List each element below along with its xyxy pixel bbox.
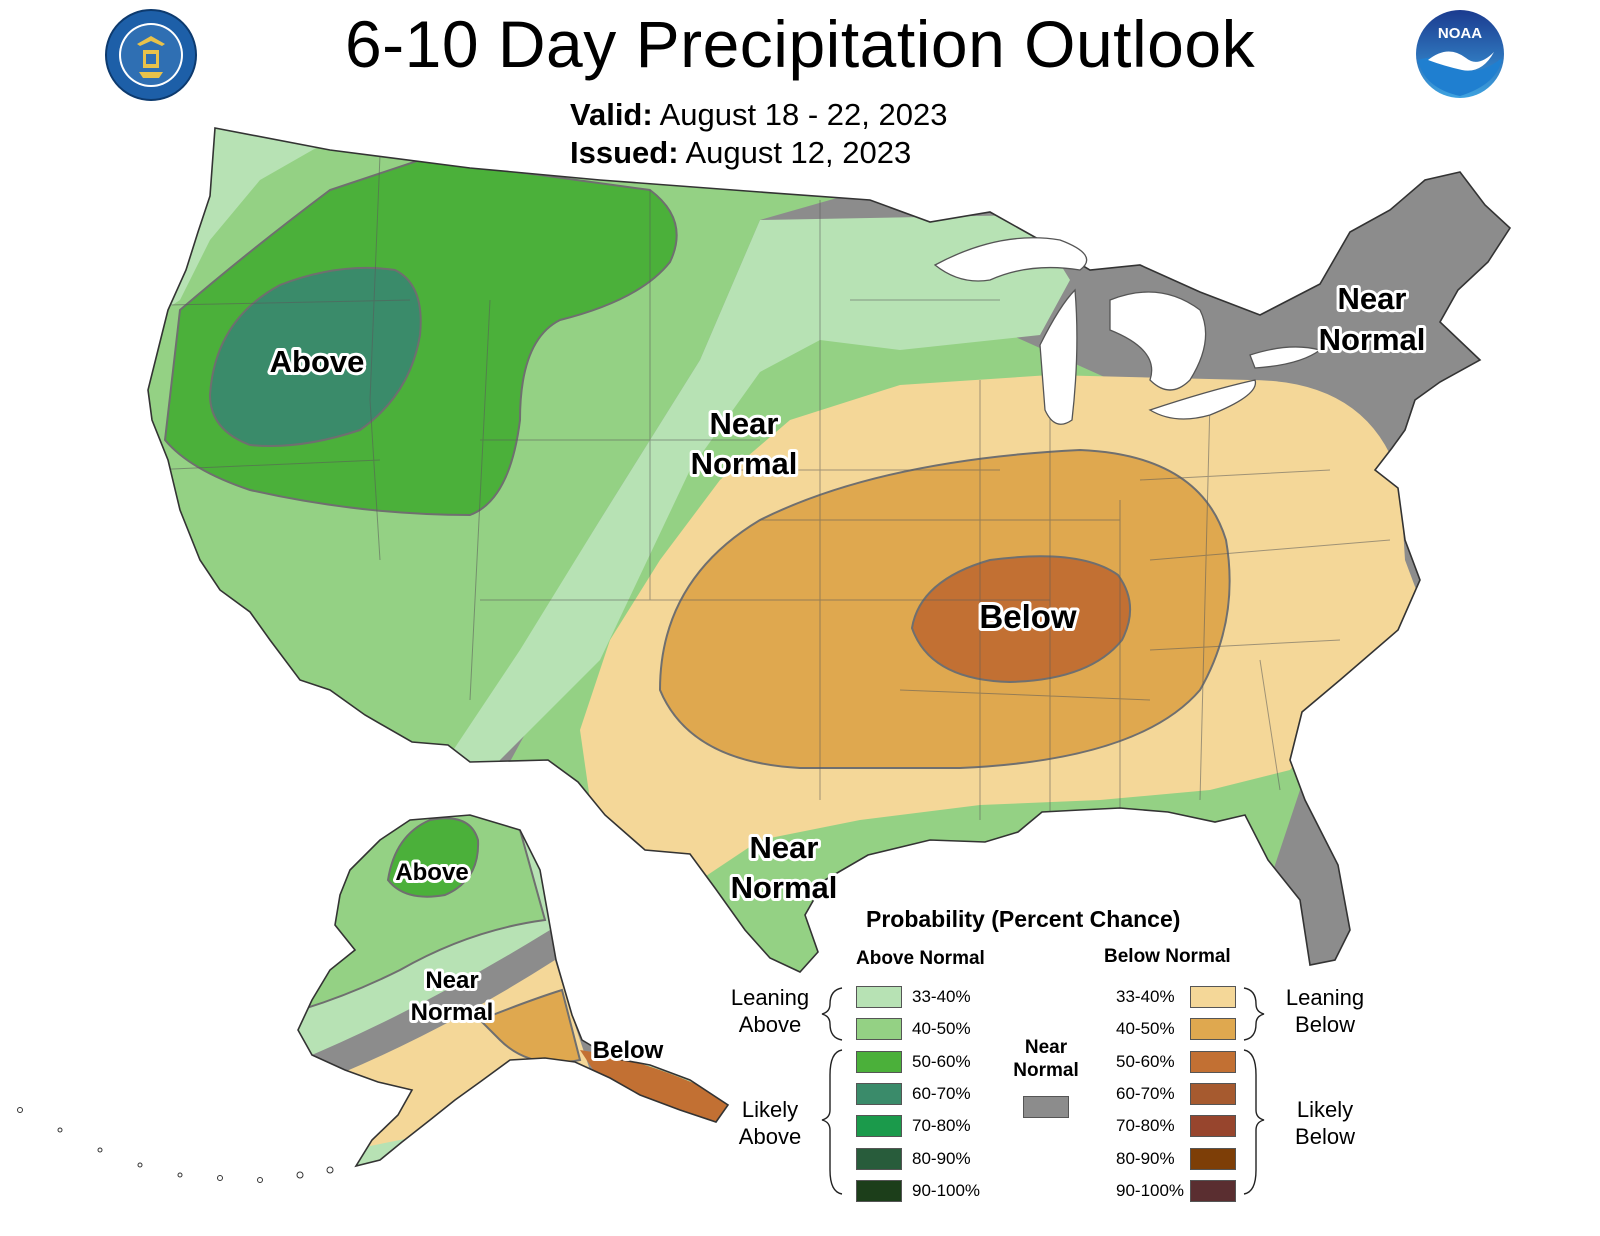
legend-leaning-below-label: Leaning Below [1270,984,1380,1038]
label-alaska-near-normal-2: Normal [411,999,494,1026]
brace-likely-below [1243,1049,1265,1195]
below-label-4: 60-70% [1116,1083,1175,1103]
below-swatch-1 [1190,986,1236,1008]
label-alaska-near-normal-1: Near [425,967,478,994]
above-label-7: 90-100% [912,1180,981,1200]
alaska-above-50-60-zone [386,817,480,898]
below-label-6: 80-90% [1116,1148,1175,1168]
below-swatch-6 [1190,1147,1236,1170]
below-swatch-4 [1190,1082,1236,1105]
label-near-normal-ne-2: Normal [1319,322,1426,357]
label-alaska-above: Above [395,859,468,886]
label-near-normal-tx-2: Normal [731,870,838,905]
brace-leaning-above [821,987,843,1041]
label-above-west: Above [270,344,365,379]
above-label-6: 80-90% [912,1148,971,1168]
label-near-normal-ne-1: Near [1338,281,1407,316]
below-label-1: 33-40% [1116,987,1175,1006]
valid-label: Valid: [570,97,653,132]
legend-above-header: Above Normal [856,948,985,969]
legend-braces [821,987,1265,1195]
alaska-below-50-60-zone [580,1050,728,1125]
below-swatch-3 [1190,1050,1236,1073]
above-label-1: 33-40% [912,987,971,1006]
legend-title: Probability (Percent Chance) [866,906,1181,932]
above-label-4: 60-70% [912,1083,971,1103]
label-near-normal-plains-2: Normal [691,446,798,481]
aleutian-islands [17,1107,334,1183]
likely-below-line1: Likely [1296,1097,1354,1122]
above-60-70-zone [208,266,422,447]
below-swatch-7 [1190,1179,1236,1202]
above-swatch-5 [856,1115,902,1138]
valid-line: Valid: August 18 - 22, 2023 [570,96,947,134]
legend-likely-above-label: Likely Above [720,1096,820,1150]
lake-erie [1148,379,1257,420]
above-label-2: 40-50% [912,1019,971,1039]
leaning-above-line1: Leaning [730,985,810,1010]
below-label-7: 90-100% [1116,1180,1185,1200]
likely-above-line2: Above [738,1124,802,1149]
below-swatch-5 [1190,1115,1236,1138]
below-label-5: 70-80% [1116,1116,1175,1136]
alaska-above-40-50-zone [299,815,547,1012]
legend-leaning-above-label: Leaning Above [720,984,820,1038]
map-title: 6-10 Day Precipitation Outlook [344,7,1256,81]
likely-above-line1: Likely [741,1097,799,1122]
below-label-2: 40-50% [1116,1019,1175,1039]
great-lakes [933,237,1322,425]
legend-near-normal-label: Near Normal [1006,1036,1086,1082]
issued-label: Issued: [570,135,679,170]
above-swatch-4 [856,1082,902,1105]
legend-near-normal-swatch [1023,1096,1069,1118]
above-swatch-6 [856,1147,902,1170]
legend-below-header: Below Normal [1104,946,1231,967]
lake-ontario [1249,346,1322,369]
leaning-above-light-zone [420,215,1070,800]
label-below-central: Below [979,598,1077,635]
leaning-below-line1: Leaning [1285,985,1365,1010]
noaa-logo-text: NOAA [1438,25,1482,42]
label-near-normal-tx-1: Near [750,830,819,865]
map-labels: Above Near Normal Near Normal Below Near… [267,278,1429,1067]
above-label-5: 70-80% [912,1116,971,1136]
above-swatch-1 [856,986,902,1008]
likely-below-line2: Below [1295,1124,1355,1149]
leaning-above-line2: Above [738,1012,802,1037]
brace-leaning-below [1243,987,1265,1041]
near-normal-line1: Near [1024,1037,1068,1058]
above-swatch-2 [856,1018,902,1041]
lake-superior [933,237,1088,282]
below-50-60-zone [910,555,1132,684]
label-near-normal-plains-1: Near [710,406,779,441]
alaska-below-40-50-zone [478,988,582,1064]
date-block: Valid: August 18 - 22, 2023 Issued: Augu… [570,96,947,172]
lake-huron [1109,291,1207,391]
legend-likely-below-label: Likely Below [1270,1096,1380,1150]
above-label-3: 50-60% [912,1051,971,1071]
near-normal-line2: Normal [1013,1060,1079,1081]
below-swatch-2 [1190,1018,1236,1041]
issued-value: August 12, 2023 [685,135,912,170]
above-swatch-3 [856,1050,902,1073]
leaning-below-line2: Below [1295,1012,1355,1037]
brace-likely-above [821,1049,843,1195]
commerce-seal-logo [105,9,197,101]
noaa-logo: NOAA [1416,10,1504,98]
valid-value: August 18 - 22, 2023 [659,97,948,132]
state-boundaries [149,154,1391,820]
above-swatch-7 [856,1179,902,1202]
label-alaska-below: Below [593,1037,664,1064]
issued-line: Issued: August 12, 2023 [570,134,947,172]
below-label-3: 50-60% [1116,1051,1175,1071]
lake-michigan [1039,288,1078,425]
